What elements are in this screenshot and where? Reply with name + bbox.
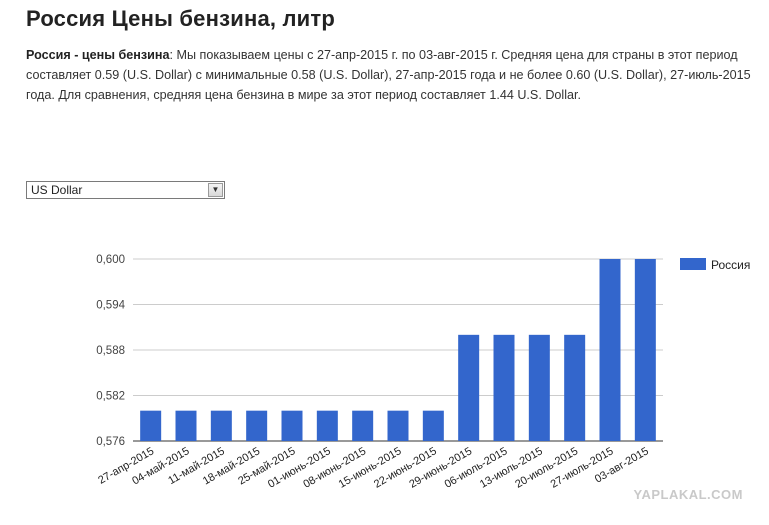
y-axis-ticks: 0,576 0,582 0,588 0,594 0,600 — [96, 254, 125, 448]
currency-select[interactable]: US Dollar ▼ — [26, 181, 225, 199]
legend: Россия — [680, 258, 750, 272]
y-tick-label: 0,576 — [96, 436, 125, 448]
page-title: Россия Цены бензина, литр — [26, 6, 336, 31]
bar[interactable] — [387, 410, 409, 441]
bar[interactable] — [634, 259, 656, 441]
bar[interactable] — [493, 334, 515, 441]
y-tick-label: 0,588 — [96, 345, 125, 357]
description: Россия - цены бензина: Мы показываем цен… — [26, 45, 751, 105]
bar[interactable] — [458, 334, 480, 441]
bars — [140, 259, 656, 441]
bar[interactable] — [281, 410, 303, 441]
bar[interactable] — [175, 410, 197, 441]
y-tick-label: 0,594 — [96, 300, 125, 312]
description-text: : Мы показываем цены с 27-апр-2015 г. по… — [26, 48, 751, 102]
bar[interactable] — [246, 410, 268, 441]
description-lead: Россия - цены бензина — [26, 48, 170, 62]
legend-label: Россия — [711, 258, 750, 272]
bar[interactable] — [422, 410, 444, 441]
x-axis-ticks: 27-апр-201504-май-201511-май-201518-май-… — [96, 445, 651, 491]
y-tick-label: 0,600 — [96, 254, 125, 266]
bar[interactable] — [210, 410, 232, 441]
y-tick-label: 0,582 — [96, 391, 125, 403]
chevron-down-icon[interactable]: ▼ — [208, 183, 223, 197]
currency-select-value: US Dollar — [31, 183, 83, 197]
bar[interactable] — [140, 410, 162, 441]
bar[interactable] — [599, 259, 621, 441]
bar[interactable] — [528, 334, 550, 441]
bar[interactable] — [564, 334, 586, 441]
watermark-logo: YAPLAKAL.COM — [633, 487, 743, 502]
bar[interactable] — [316, 410, 338, 441]
bar[interactable] — [352, 410, 374, 441]
legend-swatch — [680, 258, 706, 270]
